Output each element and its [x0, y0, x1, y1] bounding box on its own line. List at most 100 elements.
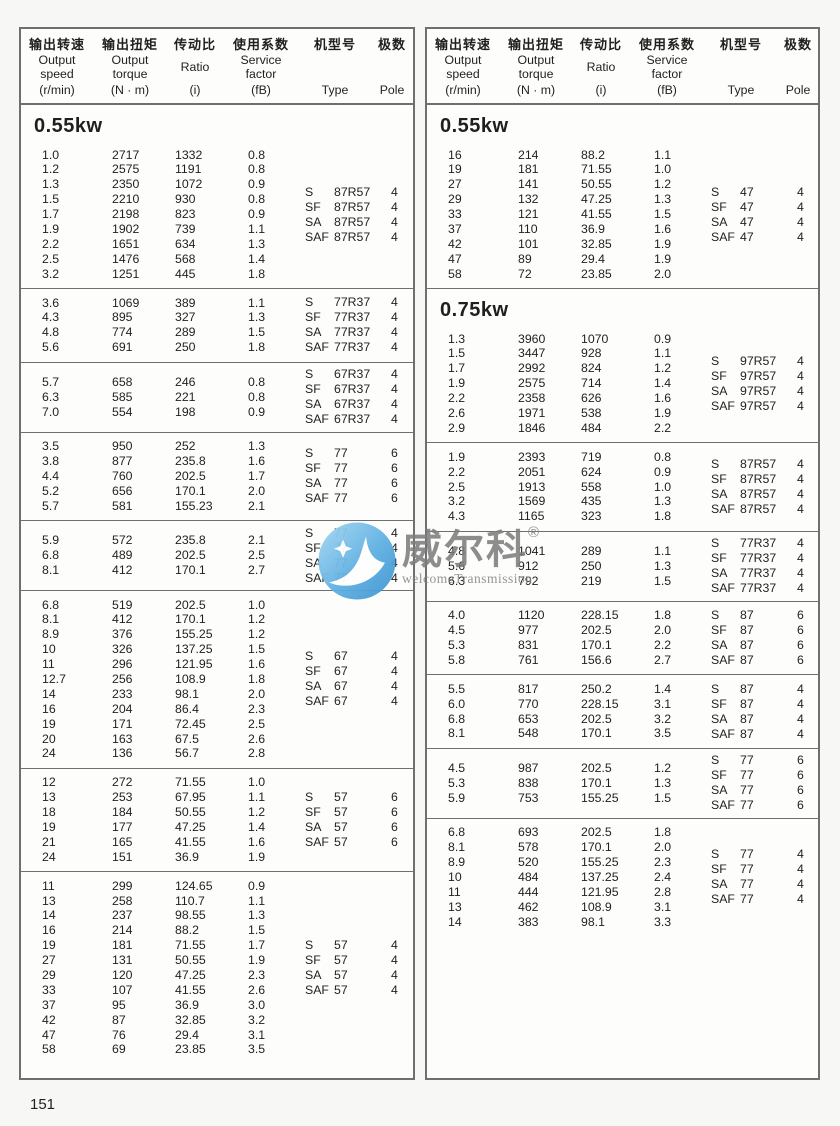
- header-col-type: 机型号 Type: [705, 29, 777, 103]
- output-speed-value: 5.8: [448, 652, 466, 667]
- output-torque-value: 272: [112, 775, 133, 790]
- type-prefix: SA: [711, 566, 728, 581]
- ratio-value: 823: [175, 207, 196, 222]
- type-prefix: S: [305, 295, 314, 310]
- pole-value: 4: [391, 295, 398, 310]
- type-prefix: S: [711, 681, 720, 696]
- service-factor-value: 1.8: [248, 266, 266, 281]
- output-torque-value: 792: [518, 573, 539, 588]
- service-factor-value: 3.2: [248, 1012, 266, 1027]
- power-section-heading: 0.55kw: [34, 115, 103, 137]
- service-factor-value: 1.9: [654, 405, 672, 420]
- ratio-value: 137.25: [175, 642, 213, 657]
- output-torque-value: 1476: [112, 251, 140, 266]
- pole-value: 4: [797, 551, 804, 566]
- ratio-value: 289: [581, 543, 602, 558]
- output-speed-value: 33: [42, 982, 56, 997]
- type-prefix: SAF: [711, 798, 735, 813]
- ratio-value: 50.55: [175, 953, 206, 968]
- type-list: S 87R57 4 SF 87R57 4 SA 87R57 4 SAF 87R57 4: [711, 457, 815, 517]
- output-torque-value: 831: [518, 637, 539, 652]
- ratio-value: 202.5: [581, 825, 612, 840]
- output-speed-value: 3.6: [42, 295, 60, 310]
- service-factor-value: 2.0: [248, 483, 266, 498]
- type-size: 77: [334, 446, 348, 461]
- output-speed-value: 19: [42, 716, 56, 731]
- header-col-ratio: 传动比 Ratio (i): [573, 29, 629, 103]
- pole-value: 4: [797, 199, 804, 214]
- table-row: 4.8 1041 289 1.1: [427, 544, 704, 559]
- type-size: 87: [740, 637, 754, 652]
- output-speed-value: 19: [42, 938, 56, 953]
- pole-value: 4: [391, 310, 398, 325]
- service-factor-value: 1.1: [248, 893, 266, 908]
- type-list: S 87R57 4 SF 87R57 4 SA 87R57 4 SAF 87R57 4: [305, 185, 409, 245]
- type-prefix: SAF: [305, 983, 329, 998]
- ratio-value: 250.2: [581, 681, 612, 696]
- type-size: 77: [740, 753, 754, 768]
- service-factor-value: 2.1: [248, 533, 266, 548]
- service-factor-value: 2.8: [654, 884, 672, 899]
- ratio-value: 67.95: [175, 790, 206, 805]
- output-torque-value: 258: [112, 893, 133, 908]
- ratio-value: 202.5: [581, 760, 612, 775]
- type-prefix: S: [711, 184, 720, 199]
- output-speed-value: 4.3: [448, 509, 466, 524]
- output-speed-value: 21: [42, 834, 56, 849]
- table-row: 2.5 1913 558 1.0: [427, 480, 704, 495]
- pole-value: 4: [797, 501, 804, 516]
- table-row: 19 177 47.25 1.4: [21, 820, 298, 835]
- type-prefix: SAF: [711, 892, 735, 907]
- pole-value: 6: [797, 652, 804, 667]
- table-row: 29 132 47.25 1.3: [427, 192, 704, 207]
- ratio-value: 170.1: [581, 840, 612, 855]
- service-factor-value: 1.4: [654, 376, 672, 391]
- ratio-value: 250: [175, 340, 196, 355]
- output-torque-value: 412: [112, 612, 133, 627]
- output-speed-value: 5.3: [448, 775, 466, 790]
- type-size: 67: [334, 679, 348, 694]
- output-torque-value: 3447: [518, 346, 546, 361]
- header-unit: Type: [321, 83, 349, 97]
- table-row: 1.7 2992 824 1.2: [427, 361, 704, 376]
- service-factor-value: 3.3: [654, 914, 672, 929]
- table-row: 1.5 2210 930 0.8: [21, 192, 298, 207]
- output-torque-value: 299: [112, 878, 133, 893]
- header-label-en: Output torque: [517, 53, 555, 81]
- table-row: 24 151 36.9 1.9: [21, 850, 298, 865]
- ratio-value: 250: [581, 558, 602, 573]
- pole-value: 4: [391, 649, 398, 664]
- ratio-value: 108.9: [175, 671, 206, 686]
- type-prefix: SF: [711, 551, 727, 566]
- type-prefix: SA: [305, 476, 322, 491]
- ratio-value: 156.6: [581, 652, 612, 667]
- output-torque-value: 214: [112, 923, 133, 938]
- type-prefix: S: [711, 456, 720, 471]
- pole-value: 4: [391, 412, 398, 427]
- output-speed-value: 8.1: [448, 840, 466, 855]
- table-row: 11 299 124.65 0.9: [21, 879, 298, 894]
- output-speed-value: 14: [42, 686, 56, 701]
- output-speed-value: 2.2: [42, 236, 60, 251]
- page-number: 151: [30, 1096, 56, 1113]
- type-prefix: SA: [711, 214, 728, 229]
- ratio-value: 170.1: [581, 637, 612, 652]
- type-size: 77: [334, 525, 348, 540]
- service-factor-value: 1.3: [654, 558, 672, 573]
- data-rows: 16 214 88.2 1.1 19 181 71.55 1.0 27 141 50.55 1.2 29…: [427, 148, 704, 282]
- type-line: S 87 6: [711, 608, 815, 623]
- output-torque-value: 691: [112, 340, 133, 355]
- ratio-value: 32.85: [581, 236, 612, 251]
- output-torque-value: 326: [112, 642, 133, 657]
- table-row: 11 296 121.95 1.6: [21, 657, 298, 672]
- table-row: 42 87 32.85 3.2: [21, 1013, 298, 1028]
- output-speed-value: 5.7: [42, 374, 60, 389]
- type-size: 57: [334, 820, 348, 834]
- header-col-torque: 输出扭矩 Output torque (N · m): [499, 29, 573, 103]
- table-row: 8.1 578 170.1 2.0: [427, 840, 704, 855]
- pole-value: 4: [797, 368, 804, 383]
- ratio-value: 445: [175, 266, 196, 281]
- header-col-pole: 极数 Pole: [777, 29, 818, 103]
- type-line: SF 97R57 4: [711, 369, 815, 384]
- output-torque-value: 171: [112, 716, 133, 731]
